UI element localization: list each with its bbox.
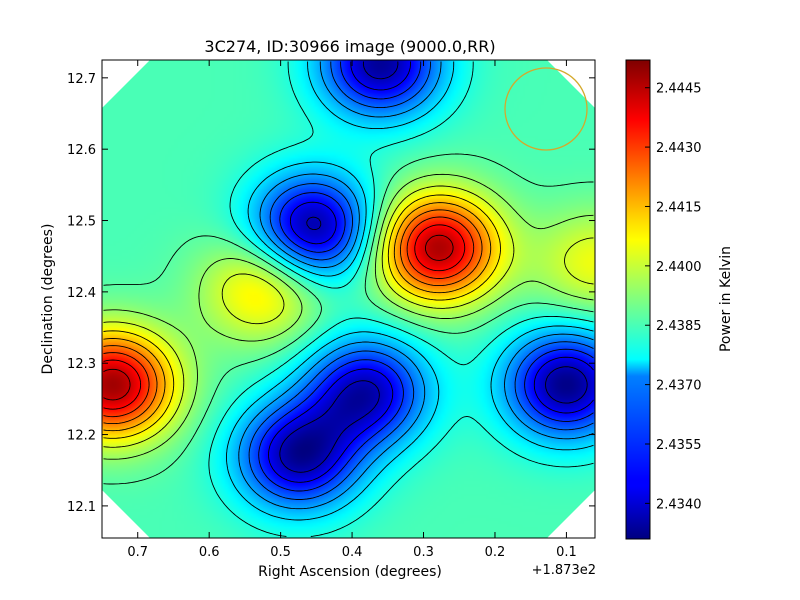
colorbar-ticks: 2.4445 2.4430 2.4415 2.4400 2.4385 2.4370 2.43… — [645, 82, 702, 512]
y-tick-label: 12.1 — [67, 500, 96, 515]
x-tick-label: 0.6 — [199, 545, 220, 560]
x-tick-label: 0.1 — [556, 545, 577, 560]
colorbar-tick-label: 2.4445 — [656, 82, 702, 97]
colorbar-label: Power in Kelvin — [718, 246, 734, 352]
heatmap-image — [102, 60, 595, 538]
colorbar-tick-label: 2.4400 — [656, 260, 702, 275]
contour-line — [103, 185, 594, 448]
beam-circle — [504, 67, 588, 151]
colorbar-tick-label: 2.4430 — [656, 141, 702, 156]
contour-line — [103, 194, 501, 439]
colorbar-tick-label: 2.4340 — [656, 497, 702, 512]
x-tick-label: 0.3 — [413, 545, 434, 560]
contour-line — [103, 202, 492, 432]
x-tick-label: 0.2 — [485, 545, 506, 560]
contour-line — [103, 173, 594, 460]
contour-line — [103, 234, 454, 401]
heatmap-area — [102, 60, 595, 538]
contour-line — [103, 216, 475, 418]
colorbar — [625, 59, 651, 540]
contour-line — [248, 61, 594, 500]
x-tick-label: 0.5 — [270, 545, 291, 560]
y-tick-label: 12.6 — [67, 143, 96, 158]
x-tick-label: 0.7 — [127, 545, 148, 560]
y-tick-label: 12.7 — [67, 72, 96, 87]
x-axis-ticks: 0.7 0.6 0.5 0.4 0.3 0.2 0.1 — [127, 60, 577, 560]
y-tick-label: 12.2 — [67, 429, 96, 444]
colorbar-tick-label: 2.4370 — [656, 379, 702, 394]
colorbar-tick-label: 2.4415 — [656, 200, 702, 215]
contour-line — [103, 224, 466, 410]
colorbar-tick-label: 2.4355 — [656, 438, 702, 453]
contour-line — [226, 61, 594, 521]
contour-line — [279, 61, 588, 473]
plot-frame — [101, 59, 596, 539]
contour-line — [238, 61, 594, 510]
y-tick-label: 12.4 — [67, 286, 96, 301]
contour-line — [268, 61, 594, 483]
x-axis-label: Right Ascension (degrees) — [258, 564, 442, 580]
x-axis-offset: +1.873e2 — [532, 563, 596, 578]
y-axis-label: Declination (degrees) — [40, 224, 56, 375]
x-tick-label: 0.4 — [342, 545, 363, 560]
colorbar-tick-label: 2.4385 — [656, 319, 702, 334]
contour-line — [208, 61, 594, 537]
y-tick-label: 12.5 — [67, 215, 96, 230]
contour-lines — [103, 61, 594, 537]
contour-line — [103, 153, 594, 485]
y-axis-ticks: 12.1 12.2 12.3 12.4 12.5 12.6 12.7 — [67, 72, 595, 515]
contour-line — [258, 61, 594, 492]
y-tick-label: 12.3 — [67, 357, 96, 372]
chart-title: 3C274, ID:30966 image (9000.0,RR) — [204, 37, 495, 56]
contour-line — [103, 209, 483, 425]
